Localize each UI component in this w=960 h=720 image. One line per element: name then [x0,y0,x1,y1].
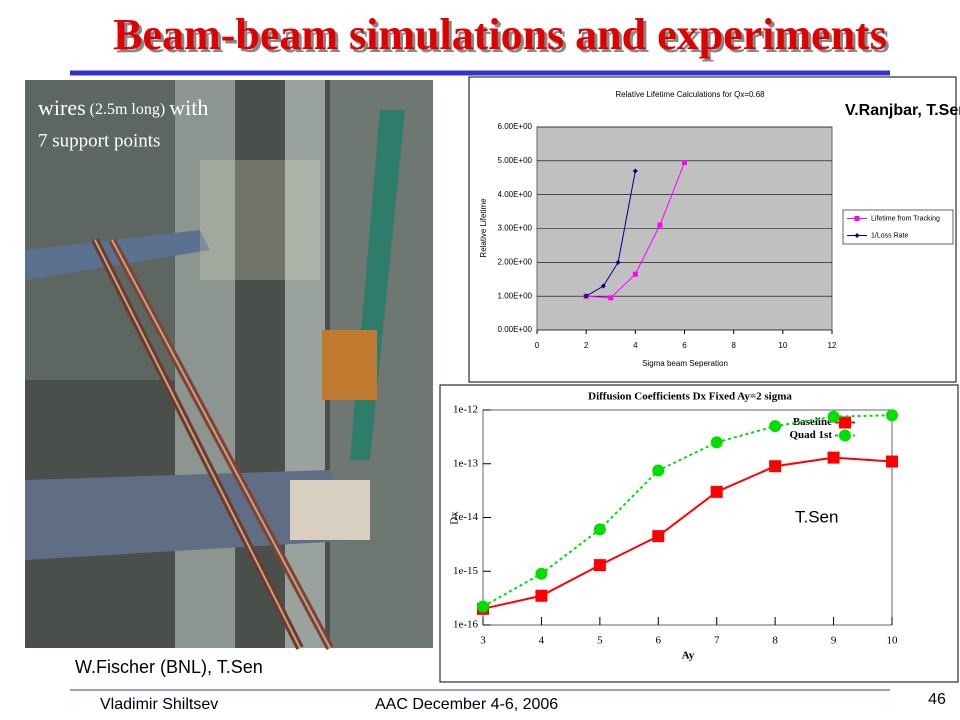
x-tick-label: 10 [887,635,899,647]
legend-label: 1/Loss Rate [871,232,908,239]
x-tick-label: 7 [714,635,720,647]
point [886,409,898,422]
photo-credit: W.Fischer (BNL), T.Sen [75,657,263,677]
point [608,295,614,301]
chart-title: Relative Lifetime Calculations for Qx=0.… [615,90,765,99]
point [593,559,606,572]
y-tick-label: 1.00E+00 [498,291,533,300]
chart: 1e-16 1e-15 1e-14 1e-13 1e-12 3 4 5 6 7 8 9 10 Diffus… [439,384,959,683]
point [652,530,665,543]
point [827,410,840,423]
point [593,523,606,536]
x-tick-label: 8 [772,635,778,647]
annotation: T.Sen [795,507,838,526]
photo-caption: wires (2.5m long) with [38,95,208,120]
y-axis-label: Relative Lifetime [479,198,488,258]
x-tick-label: 5 [597,635,603,647]
plot-area [482,409,893,626]
point [769,460,782,473]
y-tick-label: 1e-15 [453,565,479,577]
point [583,293,589,299]
y-axis-label: Dx [449,511,461,525]
photo [25,80,433,650]
page-number: 46 [928,691,946,708]
chart-title: Diffusion Coefficients Dx Fixed Ay=2 sig… [588,391,792,403]
point [615,259,621,265]
point [657,222,663,228]
legend-marker [839,429,851,442]
point [769,420,782,433]
point [652,464,665,477]
caption-word: with [169,95,208,120]
x-tick-label: 10 [778,341,787,350]
point [710,485,723,498]
y-tick-label: 1e-14 [453,511,479,523]
point [535,567,548,580]
x-tick-label: 6 [656,635,662,647]
series-line [482,456,893,610]
y-tick-label: 6.00E+00 [498,122,533,131]
slide-title: Beam-beam simulations and experiments [113,10,887,59]
point [682,160,687,166]
y-tick-label: 3.00E+00 [498,224,533,233]
point [535,589,548,602]
legend-label: Lifetime from Tracking [871,215,940,222]
point [477,600,489,613]
caption-word: wires [38,95,86,120]
y-tick-label: 1e-13 [453,457,479,469]
x-tick-label: 8 [731,341,736,350]
y-tick-label: 1e-16 [453,619,479,631]
caption-word: (2.5m long) [90,101,166,118]
point [886,455,898,468]
annotation: V.Ranjbar, T.Sen [845,102,960,119]
series-line [585,170,636,297]
legend-box [842,209,954,245]
x-tick-label: 6 [682,341,687,350]
point [710,436,723,449]
x-axis-label: Sigma beam Seperation [642,359,728,368]
x-tick-label: 9 [831,635,837,647]
legend-marker [854,233,860,238]
point [632,168,638,174]
x-tick-label: 3 [480,635,486,647]
x-tick-label: 0 [535,341,540,350]
y-tick-label: 2.00E+00 [498,257,533,266]
x-tick-label: 12 [828,341,837,350]
legend-marker [854,216,860,221]
y-tick-label: 4.00E+00 [498,190,533,199]
y-tick-label: 1e-12 [453,404,478,416]
title-shadow: Beam-beam simulations and experiments [116,13,890,62]
x-tick-label: 2 [584,341,589,350]
legend-label: Quad 1st [790,429,833,441]
x-axis-label: Ay [682,650,695,662]
legend-marker [839,416,851,429]
footer-event: AAC December 4-6, 2006 [375,696,558,713]
y-tick-label: 0.00E+00 [498,325,533,334]
chart: 0.00E+00 1.00E+00 2.00E+00 3.00E+00 4.00E+00… [468,76,960,383]
series-line [482,414,893,608]
photo-caption: 7 support points [38,130,160,151]
point [600,283,606,289]
x-tick-label: 4 [539,635,545,647]
footer-author: Vladimir Shiltsev [100,696,218,713]
y-tick-label: 5.00E+00 [498,156,533,165]
point [632,271,638,277]
x-tick-label: 4 [633,341,638,350]
point [827,451,840,464]
